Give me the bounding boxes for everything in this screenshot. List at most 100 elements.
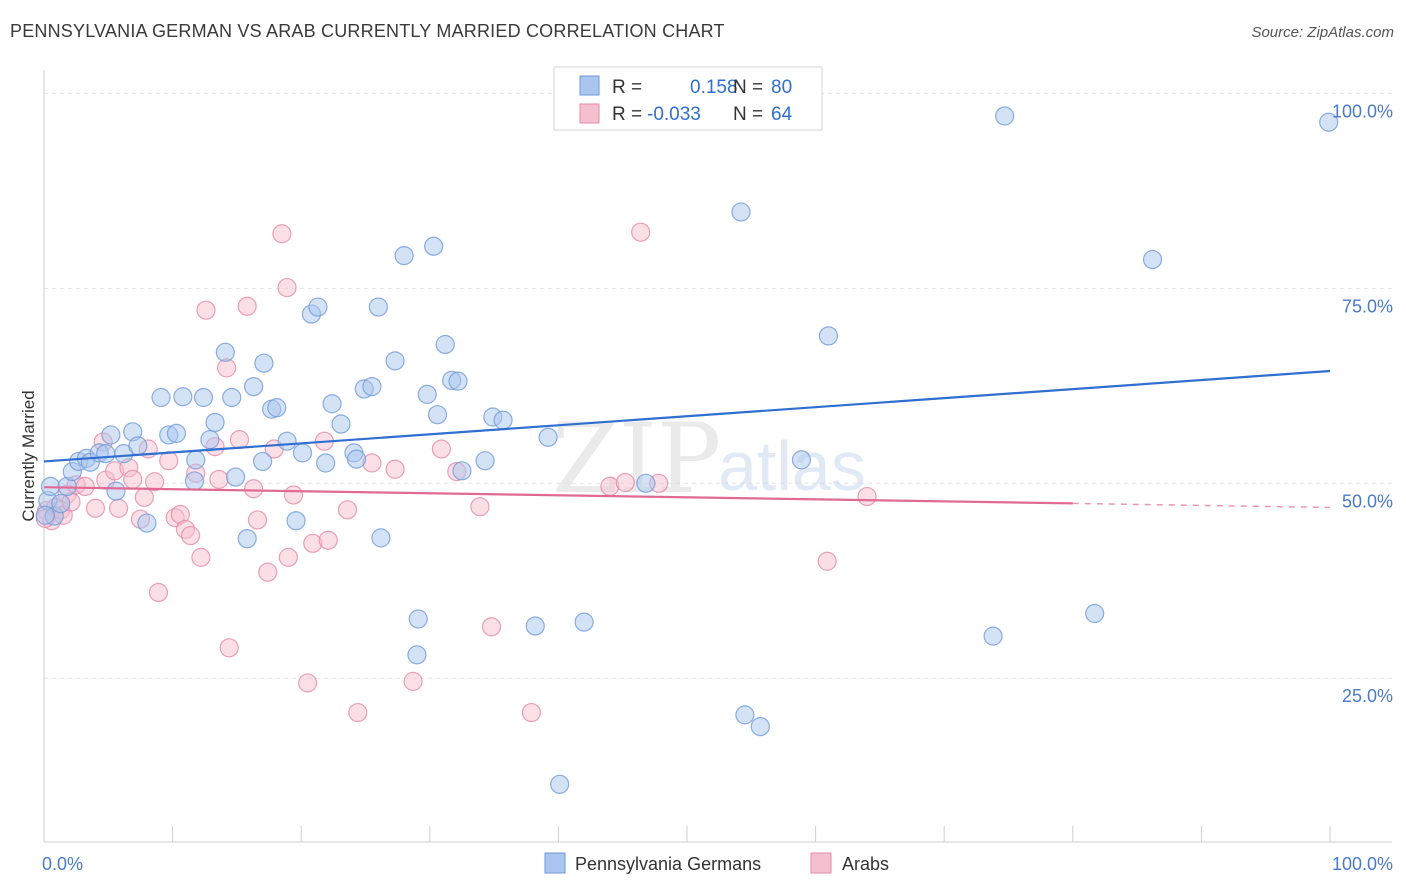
point-pennsylvania-german [731, 202, 751, 222]
point-pennsylvania-german [226, 467, 246, 487]
point-pennsylvania-german [292, 443, 313, 463]
point-pennsylvania-german [362, 376, 382, 397]
point-arab [431, 439, 451, 459]
point-pennsylvania-german [184, 471, 205, 491]
point-pennsylvania-german [750, 716, 770, 737]
point-pennsylvania-german [346, 449, 367, 469]
point-pennsylvania-german [525, 616, 545, 636]
point-arab [159, 451, 179, 471]
stats-blue-r-value: 0.158 [690, 77, 738, 98]
point-arab [470, 497, 490, 517]
point-pennsylvania-german [394, 245, 414, 266]
legend-pink-label: Arabs [842, 854, 889, 874]
point-arab [278, 547, 298, 567]
point-arab [481, 617, 502, 637]
trend-line-arabs-dashed [1072, 502, 1331, 509]
point-pennsylvania-german [96, 444, 116, 464]
point-pennsylvania-german [331, 414, 351, 434]
x-tick-labels: 0.0% 100.0% [42, 854, 1393, 874]
point-pennsylvania-german [253, 451, 273, 472]
point-pennsylvania-german [244, 376, 264, 397]
point-pennsylvania-german [237, 529, 257, 549]
point-arab [196, 300, 216, 320]
point-arab [75, 476, 95, 497]
point-pennsylvania-german [322, 394, 342, 414]
point-pennsylvania-german [1142, 249, 1163, 270]
legend-blue-label: Pennsylvania Germans [575, 854, 761, 874]
point-arab [181, 525, 201, 546]
stats-blue-swatch [579, 75, 600, 96]
point-pennsylvania-german [222, 387, 242, 408]
y-tick-label: 25.0% [1342, 686, 1393, 706]
watermark-atlas: atlas [718, 427, 866, 505]
point-arab [134, 487, 154, 507]
point-arab [817, 551, 837, 571]
point-pennsylvania-german [818, 326, 839, 346]
legend: Pennsylvania Germans Arabs [544, 852, 889, 874]
point-arab [615, 472, 635, 493]
point-pennsylvania-german [51, 493, 71, 514]
stats-blue-n-label: N = [733, 77, 763, 98]
point-arab [108, 498, 129, 518]
point-arab [337, 500, 358, 520]
point-arab [244, 479, 264, 499]
point-pennsylvania-german [550, 774, 570, 794]
point-arab [247, 510, 268, 530]
trend-line-pennsylvania-germans [43, 369, 1331, 463]
axes [43, 70, 1392, 843]
point-arab [631, 222, 651, 242]
point-arab [272, 224, 292, 244]
point-arab [123, 469, 143, 489]
point-arab [283, 485, 304, 505]
point-pennsylvania-german [286, 511, 306, 531]
point-pennsylvania-german [368, 297, 388, 317]
point-arab [521, 702, 541, 723]
point-pennsylvania-german [995, 106, 1015, 126]
point-pennsylvania-german [735, 705, 755, 725]
stats-pink-n-value: 64 [771, 104, 793, 125]
point-arab [258, 562, 278, 582]
point-pennsylvania-german [1319, 112, 1339, 132]
y-tick-labels: 100.0% 75.0% 50.0% 25.0% [1332, 101, 1393, 706]
point-pennsylvania-german [173, 387, 193, 407]
point-pennsylvania-german [574, 612, 594, 632]
point-pennsylvania-german [137, 513, 157, 533]
point-pennsylvania-german [151, 387, 171, 408]
y-tick-label: 100.0% [1332, 101, 1393, 121]
x-tick-label: 0.0% [42, 854, 83, 874]
legend-pink-swatch [810, 852, 832, 874]
point-pennsylvania-german [35, 505, 55, 525]
stats-blue-n-value: 80 [771, 77, 792, 98]
point-pennsylvania-german [200, 430, 220, 450]
point-pennsylvania-german [277, 431, 297, 451]
point-pennsylvania-german [166, 423, 187, 443]
stats-box: R = 0.158 N = 80 R = -0.033 N = 64 [553, 66, 823, 131]
point-pennsylvania-german [435, 334, 455, 355]
point-arab [857, 486, 877, 507]
point-pennsylvania-german [106, 481, 126, 501]
point-pennsylvania-german [128, 436, 148, 456]
point-pennsylvania-german [452, 461, 472, 481]
point-pennsylvania-german [186, 450, 206, 470]
point-pennsylvania-german [636, 473, 656, 493]
y-tick-label: 75.0% [1342, 296, 1393, 316]
point-arab [348, 702, 368, 723]
point-arab [191, 547, 211, 567]
point-arab [403, 671, 423, 691]
point-arab [277, 277, 297, 298]
point-arab [229, 430, 250, 450]
point-pennsylvania-german [475, 451, 495, 471]
x-tick-label: 100.0% [1332, 854, 1393, 874]
data-points [35, 83, 1339, 794]
point-pennsylvania-german [493, 410, 513, 430]
point-pennsylvania-german [205, 412, 225, 433]
point-arab [237, 296, 257, 316]
point-pennsylvania-german [193, 387, 214, 408]
point-pennsylvania-german [448, 371, 468, 391]
point-pennsylvania-german [1085, 603, 1105, 624]
point-pennsylvania-german [308, 297, 328, 317]
point-pennsylvania-german [983, 626, 1003, 646]
point-arab [385, 459, 405, 479]
point-arab [219, 638, 239, 658]
source-label: Source: ZipAtlas.com [1251, 24, 1394, 41]
